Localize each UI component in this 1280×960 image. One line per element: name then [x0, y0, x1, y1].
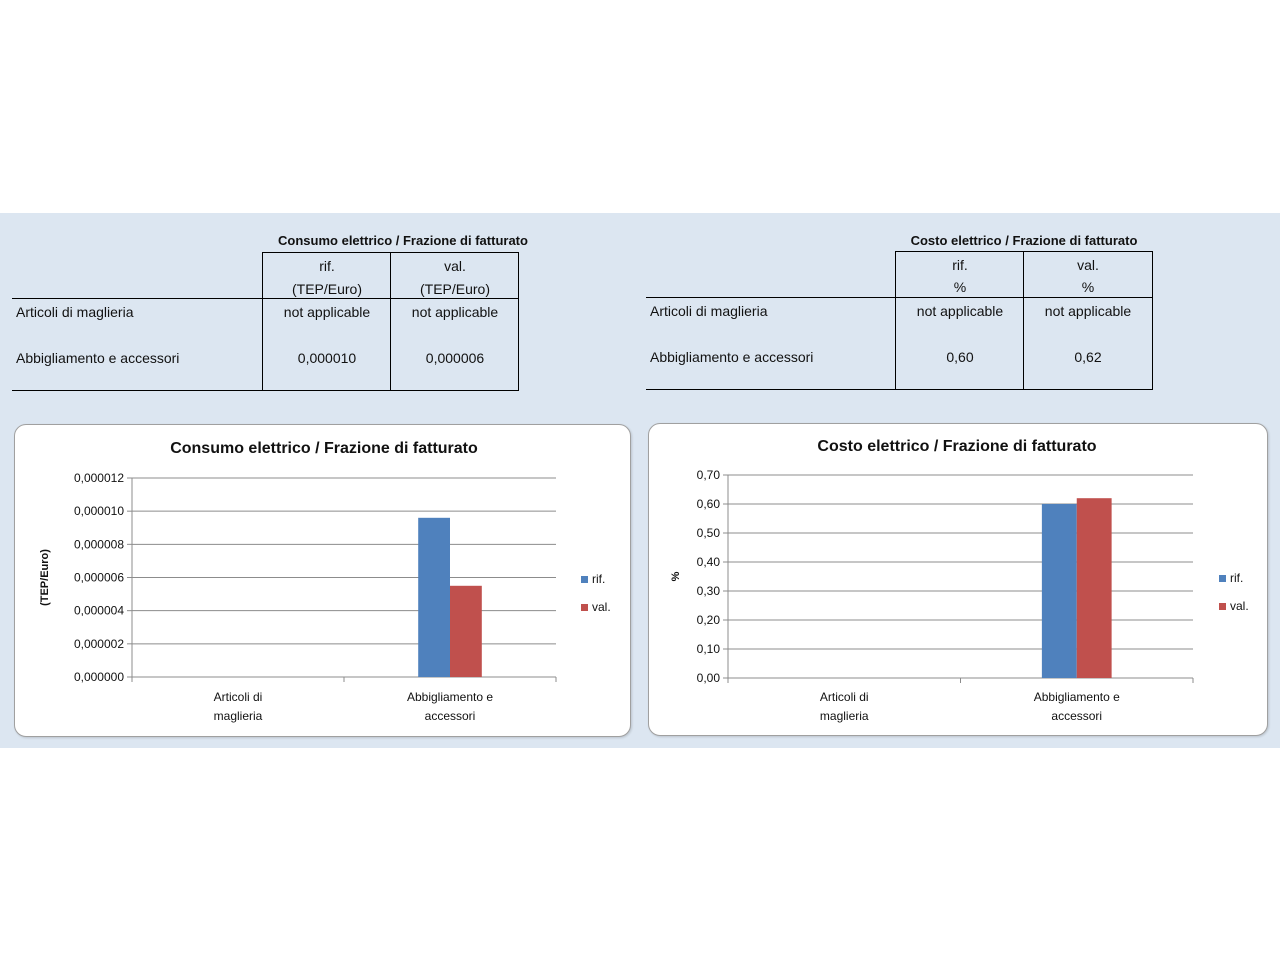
y-tick-label: 0,60: [697, 497, 721, 511]
y-tick-label: 0,30: [697, 584, 721, 598]
cell-rif: 0,000010: [297, 350, 357, 366]
table-border-right: [1152, 251, 1153, 390]
x-category-label: Articoli di maglieria: [214, 690, 263, 723]
table-header-separator: [12, 298, 519, 299]
legend-label: rif.: [1230, 571, 1243, 585]
table-title: Consumo elettrico / Frazione di fatturat…: [278, 233, 528, 248]
legend-swatch: [581, 576, 588, 583]
y-tick-label: 0,000010: [74, 504, 124, 518]
legend-label: val.: [592, 600, 611, 614]
row-label: Abbigliamento e accessori: [650, 349, 814, 365]
chart-costo-svg: Costo elettrico / Frazione di fatturato%…: [670, 438, 1249, 723]
col-header-val: val.: [1077, 257, 1099, 273]
col-header-rif: rif.: [319, 258, 335, 274]
chart-consumo-svg: Consumo elettrico / Frazione di fatturat…: [39, 440, 611, 723]
x-category-label: Abbigliamento e accessori: [407, 690, 493, 723]
cell-rif: 0,60: [946, 349, 974, 365]
y-axis-label: (TEP/Euro): [39, 549, 51, 606]
table-border-top: [895, 251, 1153, 252]
legend-label: rif.: [592, 572, 605, 586]
table-border-bottom: [646, 389, 1153, 390]
chart-costo: Costo elettrico / Frazione di fatturato%…: [648, 423, 1268, 736]
y-tick-label: 0,20: [697, 613, 721, 627]
col-unit-val: %: [1081, 279, 1095, 295]
legend-swatch: [1219, 575, 1226, 582]
bar-rif: [1041, 504, 1077, 678]
report-panel: Consumo elettrico / Frazione di fatturat…: [0, 213, 1280, 748]
col-unit-val: (TEP/Euro): [419, 281, 490, 297]
y-tick-label: 0,50: [697, 526, 721, 540]
chart-consumo: Consumo elettrico / Frazione di fatturat…: [14, 424, 631, 737]
cell-val: not applicable: [1044, 303, 1132, 319]
y-tick-label: 0,000006: [74, 571, 124, 585]
y-tick-label: 0,10: [697, 642, 721, 656]
row-label: Articoli di maglieria: [16, 304, 134, 320]
table-header-separator: [646, 297, 1153, 298]
table-border-right: [518, 252, 519, 391]
cell-rif: not applicable: [283, 304, 371, 320]
col-header-val: val.: [444, 258, 466, 274]
chart-title: Consumo elettrico / Frazione di fatturat…: [170, 440, 478, 457]
cell-rif: not applicable: [916, 303, 1004, 319]
y-tick-label: 0,70: [697, 468, 721, 482]
table-border-left: [262, 252, 263, 391]
table-border-middle: [1023, 251, 1024, 390]
y-tick-label: 0,40: [697, 555, 721, 569]
bar-val: [1076, 498, 1112, 678]
cell-val: 0,000006: [425, 350, 485, 366]
row-label: Abbigliamento e accessori: [16, 350, 180, 366]
legend-swatch: [581, 604, 588, 611]
legend-label: val.: [1230, 599, 1249, 613]
chart-title: Costo elettrico / Frazione di fatturato: [817, 438, 1096, 455]
y-tick-label: 0,000000: [74, 670, 124, 684]
table-border-middle: [390, 252, 391, 391]
y-tick-label: 0,000008: [74, 537, 124, 551]
cell-val: 0,62: [1074, 349, 1102, 365]
col-header-rif: rif.: [952, 257, 968, 273]
col-unit-rif: (TEP/Euro): [291, 281, 362, 297]
y-tick-label: 0,000002: [74, 637, 124, 651]
bar-val: [450, 585, 482, 677]
table-border-left: [895, 251, 896, 390]
y-axis-label: %: [670, 571, 682, 581]
row-label: Articoli di maglieria: [650, 303, 768, 319]
x-category-label: Articoli di maglieria: [820, 690, 869, 723]
cell-val: not applicable: [411, 304, 499, 320]
bar-rif: [418, 517, 450, 677]
y-tick-label: 0,000004: [74, 604, 124, 618]
table-border-bottom: [12, 390, 519, 391]
legend-swatch: [1219, 603, 1226, 610]
y-tick-label: 0,00: [697, 671, 721, 685]
table-title: Costo elettrico / Frazione di fatturato: [910, 233, 1138, 248]
col-unit-rif: %: [953, 279, 967, 295]
x-category-label: Abbigliamento e accessori: [1034, 690, 1120, 723]
y-tick-label: 0,000012: [74, 471, 124, 485]
